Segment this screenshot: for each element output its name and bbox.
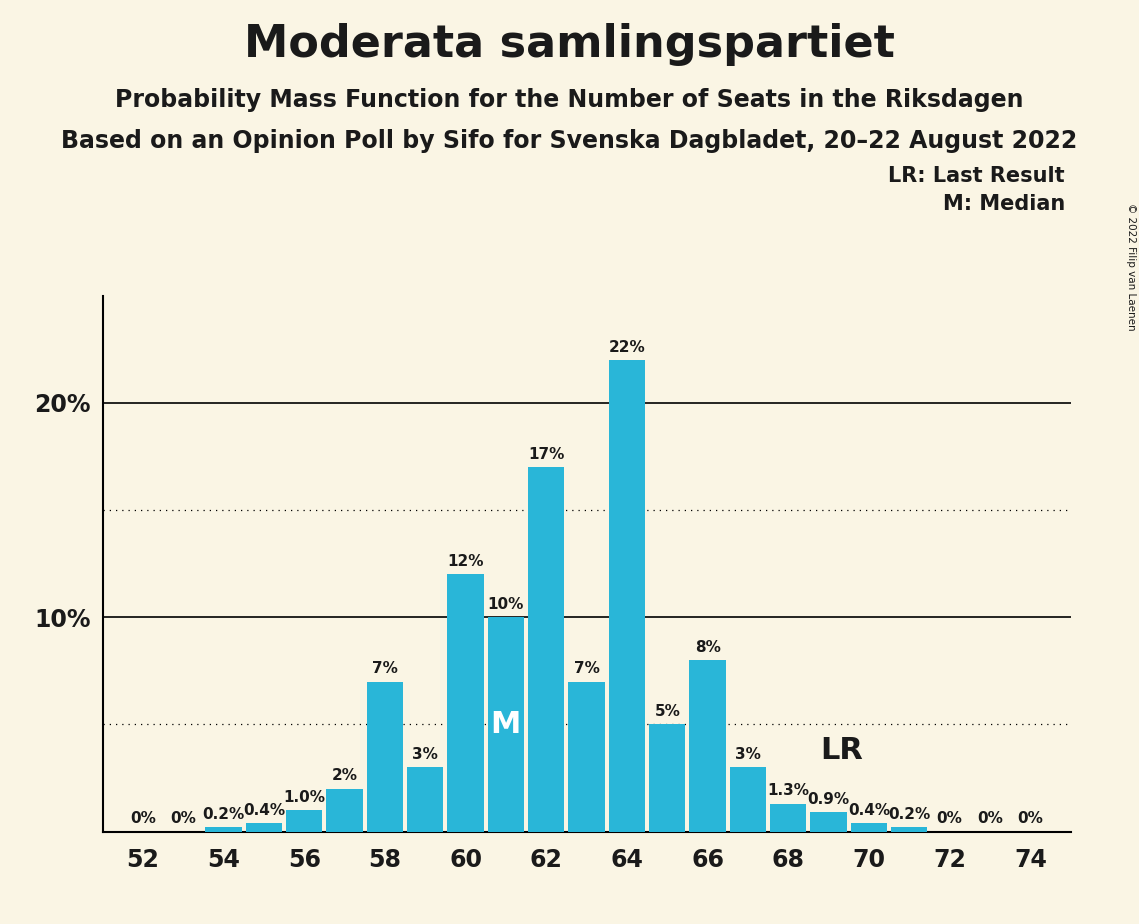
Text: 1.3%: 1.3% bbox=[768, 784, 810, 798]
Bar bbox=[407, 767, 443, 832]
Text: 22%: 22% bbox=[608, 340, 646, 355]
Text: 0.2%: 0.2% bbox=[888, 807, 931, 822]
Bar bbox=[327, 789, 362, 832]
Bar bbox=[851, 823, 887, 832]
Text: 1.0%: 1.0% bbox=[284, 790, 326, 805]
Bar bbox=[891, 827, 927, 832]
Text: 0%: 0% bbox=[170, 811, 196, 826]
Bar bbox=[730, 767, 767, 832]
Text: 3%: 3% bbox=[412, 747, 439, 762]
Bar bbox=[528, 468, 565, 832]
Bar bbox=[205, 827, 241, 832]
Text: 7%: 7% bbox=[574, 662, 599, 676]
Bar bbox=[487, 617, 524, 832]
Text: 7%: 7% bbox=[372, 662, 398, 676]
Bar bbox=[811, 812, 846, 832]
Text: 8%: 8% bbox=[695, 639, 721, 655]
Text: M: M bbox=[491, 710, 522, 739]
Bar bbox=[689, 660, 726, 832]
Text: 0%: 0% bbox=[130, 811, 156, 826]
Text: Probability Mass Function for the Number of Seats in the Riksdagen: Probability Mass Function for the Number… bbox=[115, 88, 1024, 112]
Bar bbox=[649, 724, 686, 832]
Text: 0%: 0% bbox=[1017, 811, 1043, 826]
Bar bbox=[246, 823, 282, 832]
Text: 0.4%: 0.4% bbox=[243, 803, 285, 818]
Text: © 2022 Filip van Laenen: © 2022 Filip van Laenen bbox=[1126, 203, 1136, 331]
Bar bbox=[367, 682, 403, 832]
Bar bbox=[608, 360, 645, 832]
Text: Based on an Opinion Poll by Sifo for Svenska Dagbladet, 20–22 August 2022: Based on an Opinion Poll by Sifo for Sve… bbox=[62, 129, 1077, 153]
Text: Moderata samlingspartiet: Moderata samlingspartiet bbox=[244, 23, 895, 67]
Text: M: Median: M: Median bbox=[943, 194, 1065, 214]
Text: 0.2%: 0.2% bbox=[203, 807, 245, 822]
Text: 2%: 2% bbox=[331, 769, 358, 784]
Text: 0%: 0% bbox=[936, 811, 962, 826]
Text: 3%: 3% bbox=[735, 747, 761, 762]
Bar bbox=[568, 682, 605, 832]
Bar bbox=[448, 575, 484, 832]
Bar bbox=[770, 804, 806, 832]
Text: 0%: 0% bbox=[977, 811, 1003, 826]
Text: 10%: 10% bbox=[487, 597, 524, 612]
Text: LR: Last Result: LR: Last Result bbox=[888, 166, 1065, 187]
Text: 17%: 17% bbox=[528, 447, 565, 462]
Text: 0.9%: 0.9% bbox=[808, 792, 850, 807]
Text: 12%: 12% bbox=[448, 554, 484, 569]
Text: 5%: 5% bbox=[654, 704, 680, 719]
Bar bbox=[286, 810, 322, 832]
Text: LR: LR bbox=[820, 736, 863, 765]
Text: 0.4%: 0.4% bbox=[847, 803, 890, 818]
